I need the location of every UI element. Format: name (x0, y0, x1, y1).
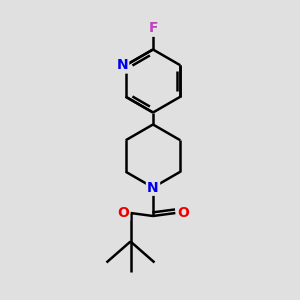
Text: O: O (117, 206, 129, 220)
Text: N: N (116, 58, 128, 72)
Text: F: F (148, 22, 158, 35)
Text: O: O (177, 206, 189, 220)
Text: N: N (147, 181, 159, 194)
